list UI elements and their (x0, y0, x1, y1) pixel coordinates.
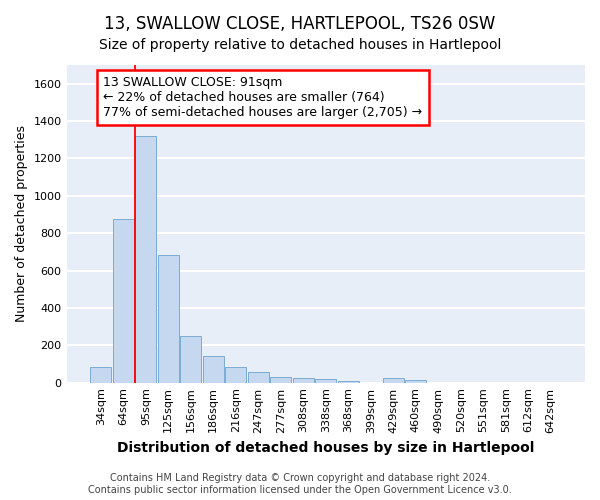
Bar (180, 336, 202, 382)
Text: 13 SWALLOW CLOSE: 91sqm
← 22% of detached houses are smaller (764)
77% of semi-d: 13 SWALLOW CLOSE: 91sqm ← 22% of detache… (103, 76, 422, 119)
Bar (338, 381, 359, 382)
Bar (90, 367, 112, 382)
Text: 13, SWALLOW CLOSE, HARTLEPOOL, TS26 0SW: 13, SWALLOW CLOSE, HARTLEPOOL, TS26 0SW (104, 15, 496, 33)
Bar (248, 372, 269, 382)
Bar (203, 356, 224, 382)
Text: Size of property relative to detached houses in Hartlepool: Size of property relative to detached ho… (99, 38, 501, 52)
Bar (383, 378, 404, 382)
Bar (405, 380, 427, 382)
Bar (225, 367, 247, 382)
Text: Contains HM Land Registry data © Crown copyright and database right 2024.
Contai: Contains HM Land Registry data © Crown c… (88, 474, 512, 495)
Bar (113, 219, 134, 382)
Bar (135, 136, 157, 382)
Bar (315, 380, 337, 382)
X-axis label: Distribution of detached houses by size in Hartlepool: Distribution of detached houses by size … (117, 441, 535, 455)
Bar (293, 378, 314, 382)
Y-axis label: Number of detached properties: Number of detached properties (15, 126, 28, 322)
Bar (158, 254, 179, 382)
Bar (270, 377, 292, 382)
